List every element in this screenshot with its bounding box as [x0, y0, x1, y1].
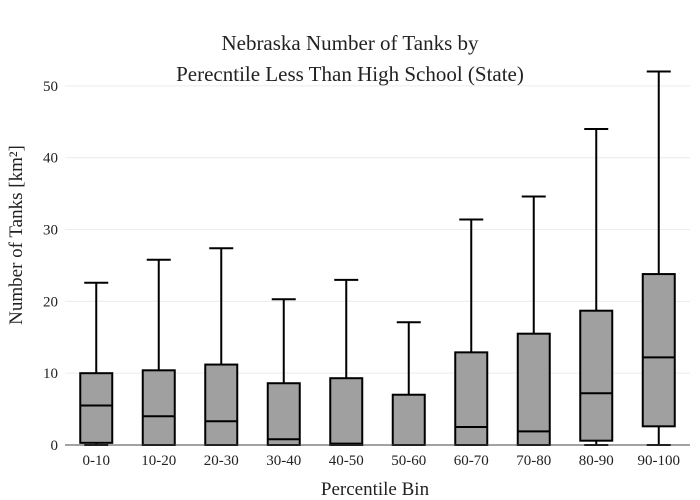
y-tick-label: 30 [43, 223, 58, 239]
x-tick-label: 90-100 [638, 453, 681, 469]
chart-title-line-1: Nebraska Number of Tanks by [221, 31, 479, 55]
box-20-30 [204, 247, 239, 446]
x-tick-label: 70-80 [516, 453, 551, 469]
x-tick-label: 80-90 [579, 453, 614, 469]
box-90-100 [641, 70, 676, 446]
x-tick-label: 30-40 [266, 453, 301, 469]
x-tick-label: 40-50 [329, 453, 364, 469]
box-body [329, 377, 364, 446]
y-tick-label: 20 [43, 294, 58, 310]
x-tick-label: 60-70 [454, 453, 489, 469]
box-body [641, 273, 676, 428]
y-tick-label: 10 [43, 366, 58, 382]
y-axis-title: Number of Tanks [km²] [6, 145, 27, 325]
box-body [79, 372, 114, 444]
y-tick-label: 50 [43, 79, 58, 95]
box-body [516, 332, 551, 447]
box-80-90 [579, 128, 614, 446]
y-tick-label: 0 [51, 438, 59, 454]
box-body [204, 363, 239, 446]
x-tick-label: 20-30 [204, 453, 239, 469]
box-50-60 [391, 321, 426, 446]
box-60-70 [454, 218, 489, 447]
x-axis-title: Percentile Bin [321, 479, 430, 500]
axes: 0 10 20 30 40 50 0-10 10-20 20-30 30-40 40-50 50-60… [43, 79, 690, 469]
box-body [266, 382, 301, 446]
box-body [454, 351, 489, 447]
box-30-40 [266, 298, 301, 446]
x-tick-label: 0-10 [83, 453, 111, 469]
box-body [579, 309, 614, 442]
box-body [391, 393, 426, 446]
box-body [141, 369, 176, 446]
chart-title-line-2: Perecntile Less Than High School (State) [176, 62, 524, 86]
x-tick-label: 50-60 [391, 453, 426, 469]
y-tick-label: 40 [43, 151, 58, 167]
x-tick-label: 10-20 [141, 453, 176, 469]
